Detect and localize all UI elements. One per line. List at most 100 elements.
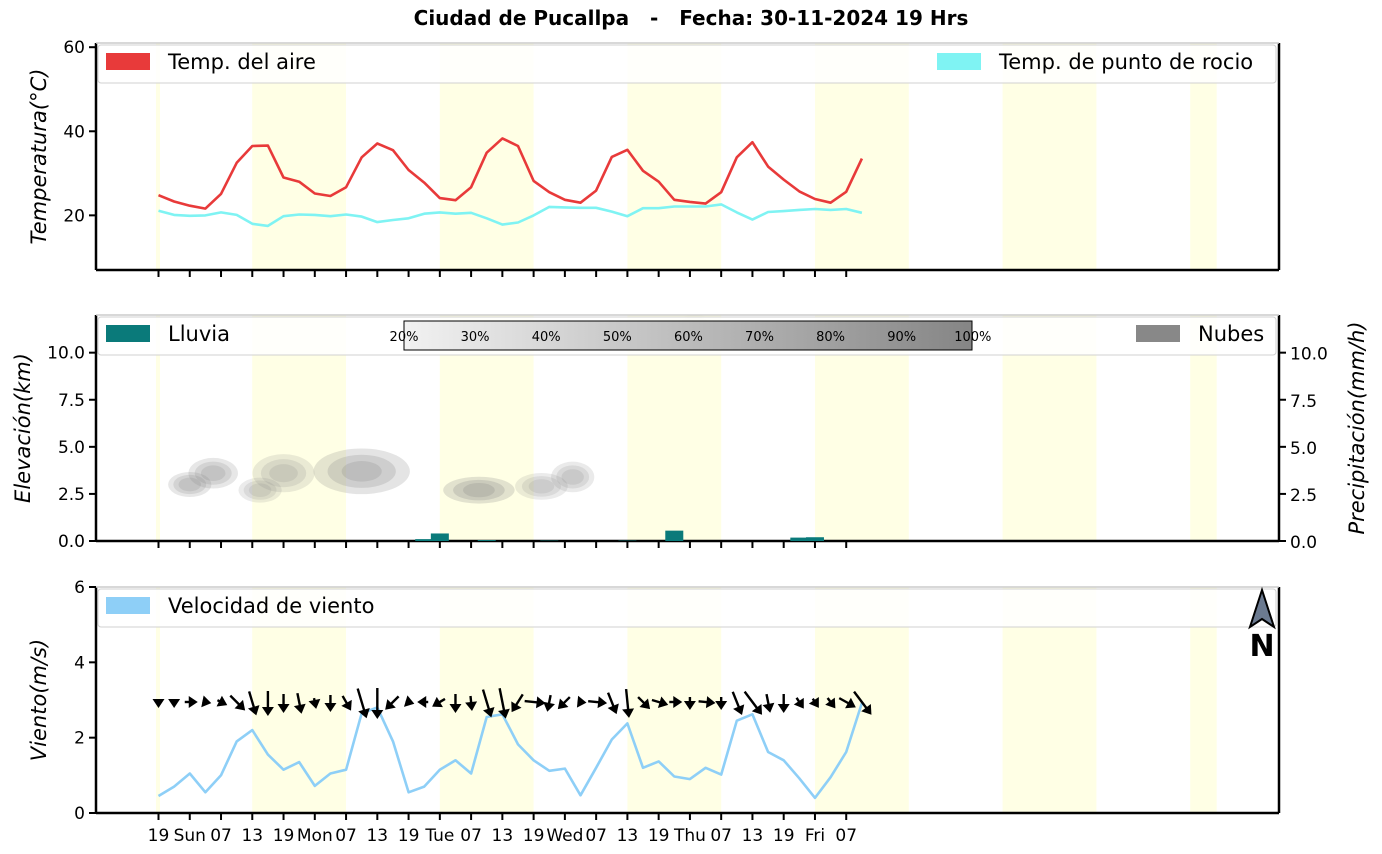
wind-arrow [324,695,337,712]
cloud-blob [463,483,495,498]
wind-arrow [293,692,306,714]
y-axis-label: Viento(m/s) [27,639,51,761]
wind-arrow-head [622,708,635,718]
cloud-blob [521,476,561,497]
wind-arrow-head [234,699,246,711]
x-tick-label: 13 [366,826,388,846]
wind-arrow-head [733,704,745,715]
wind-arrow-head [543,701,555,712]
north-label: N [1249,629,1274,664]
x-tick-label: 07 [210,826,232,846]
wind-arrow [715,697,728,710]
wind-arrow [511,693,524,713]
wind-arrow-head [597,696,608,709]
cloud-blob [238,477,282,503]
wind-arrow-head [247,705,260,716]
wind-arrow [216,695,228,707]
wind-arrow-head [482,706,495,718]
cloud-blob [341,461,382,482]
x-tick-label: Fri [805,826,825,846]
x-tick-label: 07 [335,826,357,846]
legend-dewpoint-swatch [937,53,981,70]
cloud-blob [327,454,396,488]
cloud-scale-label: 50% [603,330,632,345]
wind-arrow [637,696,651,710]
dewpoint-line [158,203,863,228]
wind-arrow [669,696,683,708]
wind-arrow [261,691,274,716]
x-tick-label: Tue [424,826,454,846]
cloud-blob [188,457,238,489]
wind-arrow-head [793,697,804,709]
legend-clouds-label: Nubes [1198,322,1264,346]
cloud-blob [443,476,515,504]
wind-arrow-head [639,698,651,710]
wind-arrow [152,699,165,708]
cloud-scale-label: 60% [674,330,703,345]
wind-arrow-head [751,704,763,715]
rain-bar [415,539,434,541]
y-tick-label-right: 10.0 [1290,345,1328,365]
x-tick-label: 13 [241,826,263,846]
wind-arrow-head [511,701,522,713]
wind-arrow-head [358,707,370,719]
wind-arrow [247,691,260,716]
wind-arrow [743,690,763,715]
wind-arrow-head [777,704,790,713]
wind-arrow [576,695,587,708]
wind-arrow [651,696,669,709]
rain-bar [477,540,496,541]
x-tick-label: 19 [648,826,670,846]
wind-arrow [403,695,415,707]
x-tick-label: 19 [773,826,795,846]
rain-bar [805,537,824,541]
x-tick-label: 13 [617,826,639,846]
daylight-band [156,43,160,270]
wind-arrow [371,688,384,719]
y-tick-label: 6 [74,578,85,598]
cloud-blob [453,479,505,501]
legend-box [97,44,1277,84]
wind-arrow [853,690,872,715]
air-temp-line [158,137,864,210]
x-tick-label: 07 [835,826,857,846]
x-tick-label: Thu [673,826,706,846]
legend-air-temp-label: Temp. del aire [167,50,316,74]
wind-arrow-head [808,697,819,708]
y-tick-label: 0.0 [58,532,85,552]
daylight-bands [156,43,1217,813]
cloud-blob [260,459,307,488]
cloud-blob [561,469,584,485]
rain-bar [790,537,809,541]
y-tick-label-right: 0.0 [1290,533,1317,553]
x-tick-label: 13 [742,826,764,846]
wind-arrow-head [861,704,872,715]
wind-arrow [498,688,510,719]
legend-wind-label: Velocidad de viento [168,594,374,618]
y-tick-label: 7.5 [58,391,85,411]
wind-arrow [385,695,400,710]
x-tick-label: 19 [523,826,545,846]
wind-arrow-head [715,701,728,710]
cloud-blob [269,464,298,483]
cloud-blob [551,461,595,493]
y-tick-label: 4 [74,653,85,673]
x-tick-label: 13 [492,826,514,846]
cloud-blob [178,477,201,492]
cloud-blob [515,472,568,500]
wind-arrow-head [576,695,587,708]
wind-arrow-head [216,695,228,707]
x-tick-label: 19 [273,826,295,846]
wind-arrow [838,697,856,709]
y-tick-label: 60 [63,38,85,58]
chart-title: Ciudad de Pucallpa - Fecha: 30-11-2024 1… [413,6,969,30]
wind-arrow-head [498,708,510,719]
y-tick-label: 2 [74,729,85,749]
wind-arrow [465,695,478,711]
wind-arrow-head [705,696,716,709]
wind-arrow [698,696,716,709]
wind-arrow-head [261,707,274,716]
x-tick-label: 19 [148,826,170,846]
wind-arrow-head [277,704,290,713]
y-tick-label: 2.5 [58,485,85,505]
